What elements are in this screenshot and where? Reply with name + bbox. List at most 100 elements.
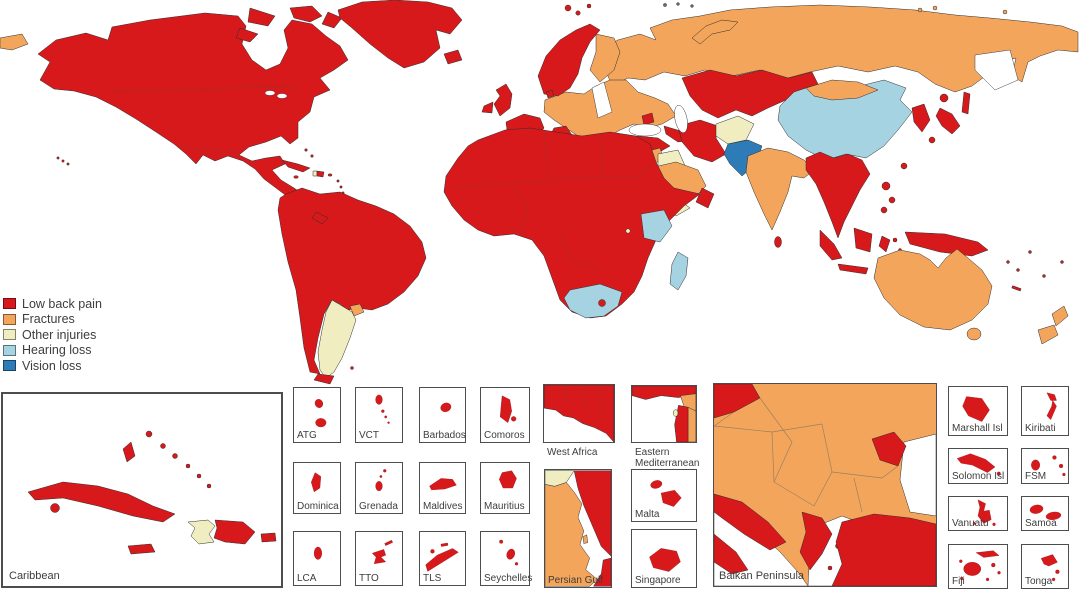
moldova-inset (871, 431, 907, 467)
rwanda-burundi (625, 228, 631, 234)
inset-label: Marshall Isl (952, 422, 1003, 434)
iceland (443, 49, 463, 65)
inset-barbados: Barbados (419, 387, 466, 443)
nz-north (1051, 305, 1069, 327)
inset-samoa: Samoa (1021, 496, 1069, 531)
argentina (317, 299, 357, 379)
sakhalin (961, 91, 971, 115)
sri-lanka (774, 236, 782, 248)
inset-marshall-islands: Marshall Isl (948, 386, 1008, 436)
legend-swatch-hearing-loss (3, 344, 16, 356)
legend-label: Fractures (22, 312, 75, 326)
puerto-rico-inset (260, 532, 277, 543)
region-east-asia (777, 79, 971, 170)
inset-fsm: FSM (1021, 448, 1069, 484)
falklands (350, 366, 354, 370)
gozo (650, 480, 663, 489)
region-north-america (37, 0, 463, 218)
inset-label-west-africa: West Africa (547, 447, 598, 458)
afghanistan (715, 115, 755, 145)
inset-tls: TLS (419, 531, 466, 586)
africa-mainland (443, 127, 701, 319)
haiti (312, 170, 318, 177)
moldova (641, 112, 655, 126)
finland (589, 33, 621, 83)
inset-maldives: Maldives (419, 462, 466, 514)
novaya-zemlya (691, 19, 739, 45)
kyushu (928, 136, 936, 144)
inset-grenada: Grenada (355, 462, 403, 514)
inset-singapore: Singapore (631, 529, 697, 588)
na-borders (111, 85, 299, 153)
inset-seychelles: Seychelles (480, 531, 533, 586)
turkey-inset (632, 386, 696, 400)
australia (873, 248, 993, 331)
honshu (935, 107, 961, 135)
inset-label: Grenada (359, 500, 398, 512)
inset-balkan-peninsula: Balkan Peninsula (713, 383, 937, 587)
inset-tonga: Tonga (1021, 544, 1069, 589)
sumatra (819, 229, 843, 261)
inset-dominica: Dominica (293, 462, 341, 514)
inset-label: Tonga (1025, 575, 1053, 587)
saudi-inset (545, 482, 598, 587)
caspian-sea (674, 105, 688, 133)
inset-label: ATG (297, 429, 317, 441)
iran-inset (573, 470, 611, 557)
tasmania (966, 327, 982, 341)
nz-south (1037, 324, 1059, 345)
legend-item: Other injuries (3, 327, 102, 343)
region-south-america (277, 187, 427, 385)
inset-fiji: Fiji (948, 544, 1008, 589)
inset-label-caribbean: Caribbean (9, 570, 60, 583)
uk (493, 83, 513, 117)
baltic-sea (591, 81, 613, 119)
inset-vanuatu: Vanuatu (948, 496, 1008, 531)
inset-label: TTO (359, 572, 379, 584)
legend: Low back pain Fractures Other injuries H… (3, 296, 102, 374)
legend-swatch-fractures (3, 313, 16, 325)
lebanon-inset (672, 409, 679, 417)
singapore-island (649, 548, 681, 572)
inset-eastern-mediterranean (631, 385, 697, 443)
region-oceania (873, 248, 1069, 345)
chukotka-wrap (0, 33, 29, 51)
dominican-republic-inset (213, 519, 256, 545)
legend-label: Vision loss (22, 358, 82, 373)
inset-label-persian-gulf: Persian Gulf (548, 574, 604, 586)
ireland (481, 101, 494, 114)
inset-label: Vanuatu (952, 517, 989, 529)
inset-label: Dominica (297, 500, 339, 512)
iraq-inset (545, 470, 575, 487)
baffin-island (289, 5, 323, 23)
inset-label: Samoa (1025, 517, 1057, 529)
new-guinea (904, 231, 989, 257)
madagascar (669, 251, 689, 291)
tierra-del-fuego (313, 373, 335, 385)
legend-swatch-vision-loss (3, 360, 16, 372)
haiti-inset (187, 519, 216, 545)
inset-label-singapore: Singapore (635, 574, 681, 586)
borneo (853, 227, 873, 253)
sea-of-okhotsk (974, 49, 1019, 91)
africa-borders (451, 132, 653, 269)
inset-mauritius: Mauritius (480, 462, 530, 514)
inset-vct: VCT (355, 387, 403, 443)
inset-west-africa (543, 384, 615, 443)
sa-red (277, 187, 427, 375)
inset-label: Seychelles (484, 572, 533, 584)
sulawesi (878, 235, 891, 253)
hokkaido (939, 93, 949, 103)
panama-link (311, 211, 329, 225)
black-sea (628, 123, 662, 137)
italy-south-inset (714, 493, 787, 551)
na-mainland (37, 12, 349, 218)
great-lakes (264, 90, 276, 96)
inset-label: Kiribati (1025, 422, 1056, 434)
turkey-balkan-inset (831, 513, 936, 586)
malta-island (660, 489, 682, 507)
region-south-asia (715, 115, 815, 248)
new-caledonia (1011, 285, 1022, 292)
inset-label: TLS (423, 572, 442, 584)
inset-label: FSM (1025, 470, 1047, 482)
